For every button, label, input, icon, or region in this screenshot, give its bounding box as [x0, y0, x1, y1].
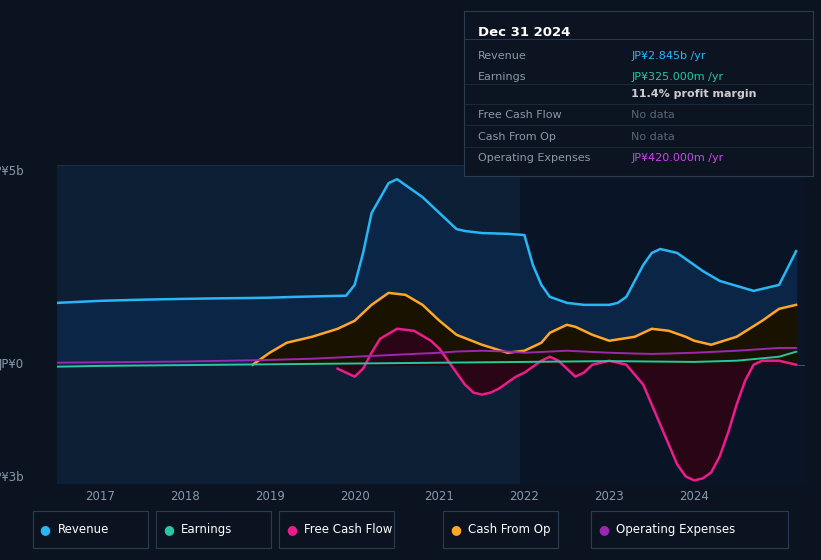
Text: ●: ● — [39, 522, 51, 536]
Text: 11.4% profit margin: 11.4% profit margin — [631, 89, 757, 99]
Text: JP¥2.845b /yr: JP¥2.845b /yr — [631, 51, 706, 61]
Bar — [521, 165, 805, 484]
Text: No data: No data — [631, 132, 675, 142]
Text: ●: ● — [286, 522, 297, 536]
Text: Revenue: Revenue — [57, 522, 109, 536]
Text: JP¥5b: JP¥5b — [0, 165, 24, 178]
Text: ●: ● — [163, 522, 174, 536]
Text: Cash From Op: Cash From Op — [478, 132, 556, 142]
Text: JP¥325.000m /yr: JP¥325.000m /yr — [631, 72, 723, 82]
Text: Free Cash Flow: Free Cash Flow — [478, 110, 562, 120]
Text: Cash From Op: Cash From Op — [468, 522, 550, 536]
Text: No data: No data — [631, 110, 675, 120]
Text: Free Cash Flow: Free Cash Flow — [304, 522, 392, 536]
Text: Revenue: Revenue — [478, 51, 526, 61]
Text: JP¥420.000m /yr: JP¥420.000m /yr — [631, 153, 723, 163]
Text: -JP¥3b: -JP¥3b — [0, 472, 24, 484]
Text: Dec 31 2024: Dec 31 2024 — [478, 26, 571, 39]
Text: JP¥0: JP¥0 — [0, 358, 24, 371]
Text: ●: ● — [450, 522, 461, 536]
Text: ●: ● — [598, 522, 609, 536]
Text: Operating Expenses: Operating Expenses — [478, 153, 590, 163]
Text: Earnings: Earnings — [181, 522, 232, 536]
Text: Earnings: Earnings — [478, 72, 526, 82]
Text: Operating Expenses: Operating Expenses — [616, 522, 735, 536]
